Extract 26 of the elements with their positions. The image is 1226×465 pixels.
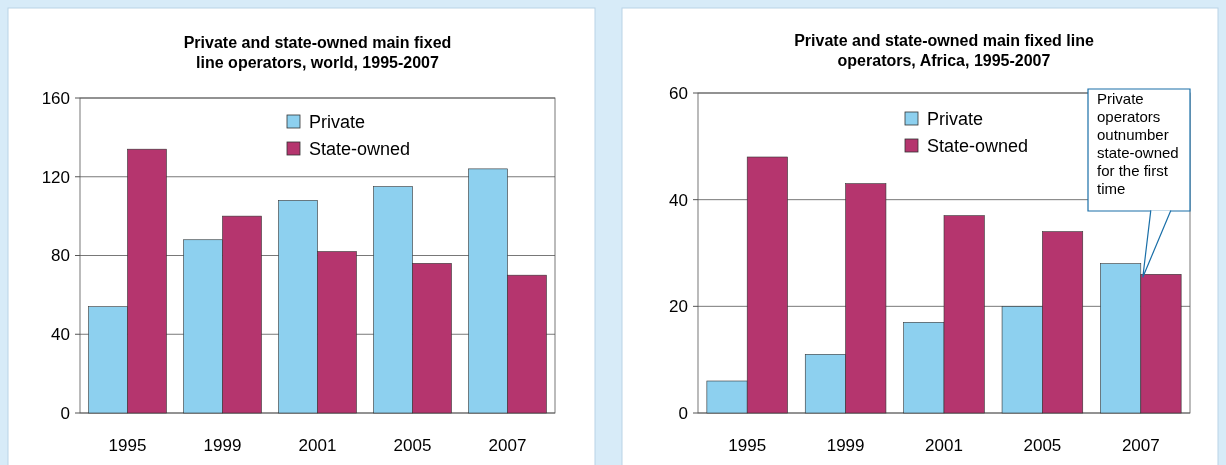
x-tick-label: 2001 bbox=[925, 436, 963, 455]
x-tick-label: 2007 bbox=[1121, 436, 1160, 455]
y-tick-label: 160 bbox=[41, 88, 70, 108]
y-tick-label: 60 bbox=[669, 83, 688, 103]
y-tick-label: 80 bbox=[51, 246, 70, 266]
legend-label: Private bbox=[927, 109, 984, 130]
legend-label: State-owned bbox=[309, 139, 411, 160]
y-tick-label: 0 bbox=[678, 403, 688, 423]
y-tick-label: 0 bbox=[60, 403, 70, 423]
y-tick-label: 20 bbox=[669, 297, 688, 317]
x-tick-label: 1995 bbox=[108, 436, 147, 455]
x-tick-label: 2005 bbox=[1023, 436, 1062, 455]
legend-label: State-owned bbox=[927, 136, 1029, 157]
chart-title: Private and state-owned main fixed line operators, world, 1995-2007 bbox=[183, 34, 452, 71]
y-tick-label: 120 bbox=[41, 167, 70, 187]
legend-label: Private bbox=[309, 112, 366, 133]
x-tick-label: 2007 bbox=[488, 436, 527, 455]
x-tick-label: 2005 bbox=[393, 436, 432, 455]
y-tick-label: 40 bbox=[669, 190, 688, 210]
x-tick-label: 1999 bbox=[203, 436, 242, 455]
y-tick-label: 40 bbox=[51, 325, 70, 345]
chart-title: Private and state-owned main fixed line operators, Africa, 1995-2007 bbox=[794, 32, 1094, 69]
x-tick-label: 1999 bbox=[826, 436, 865, 455]
x-tick-label: 2001 bbox=[298, 436, 337, 455]
x-tick-label: 1995 bbox=[728, 436, 767, 455]
annotation: Private operators outnumber state-owned for the first time bbox=[1097, 90, 1179, 197]
